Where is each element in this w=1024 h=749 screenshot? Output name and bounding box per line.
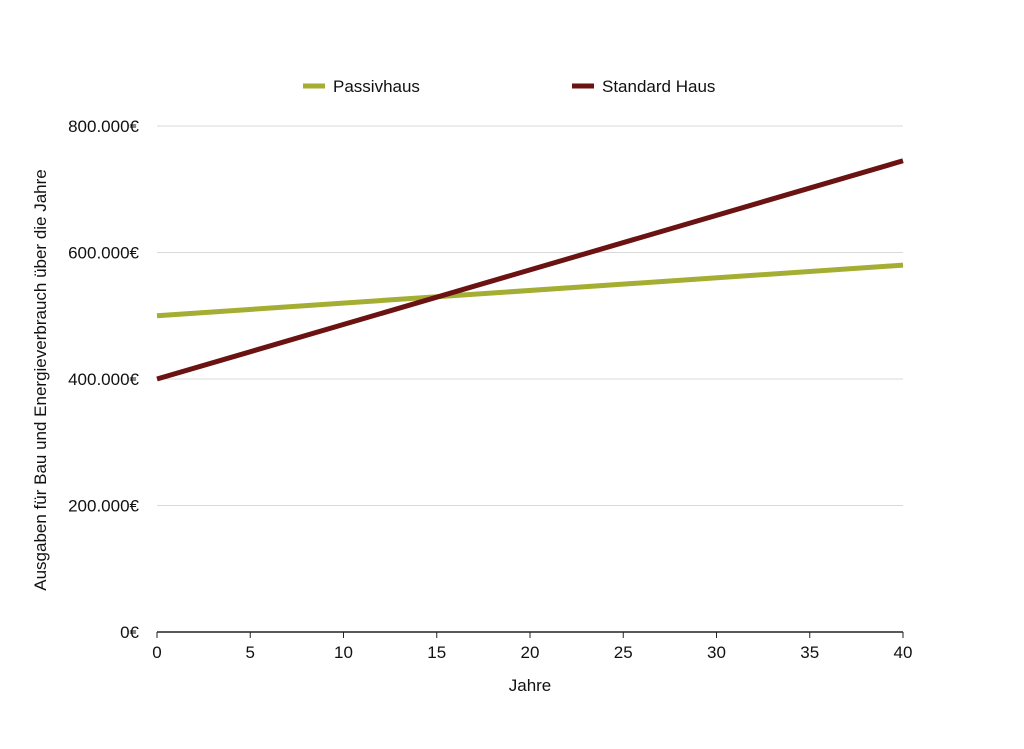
series-line-standard-haus	[156, 158, 904, 382]
y-tick-label: 200.000€	[68, 497, 139, 516]
axes: 0€ 200.000€ 400.000€ 600.000€ 800.000€ 0 5 10 15…	[68, 117, 912, 662]
x-tick-label: 40	[894, 643, 913, 662]
legend: Passivhaus Standard Haus	[303, 77, 715, 96]
gridlines	[157, 125, 903, 506]
x-tick-label: 5	[246, 643, 255, 662]
x-tick-label: 30	[707, 643, 726, 662]
legend-item: Passivhaus	[303, 77, 420, 96]
x-tick-label: 0	[152, 643, 161, 662]
x-tick-label: 20	[521, 643, 540, 662]
y-tick-label: 800.000€	[68, 117, 139, 136]
series-line-passivhaus	[156, 262, 904, 319]
legend-item: Standard Haus	[572, 77, 715, 96]
y-tick-label: 600.000€	[68, 244, 139, 263]
x-tick-label: 15	[427, 643, 446, 662]
legend-label: Passivhaus	[333, 77, 420, 96]
legend-label: Standard Haus	[602, 77, 715, 96]
y-tick-label: 400.000€	[68, 370, 139, 389]
x-tick-label: 10	[334, 643, 353, 662]
series-lines	[156, 158, 904, 382]
y-axis-title: Ausgaben für Bau und Energieverbrauch üb…	[31, 169, 50, 591]
x-tick-label: 25	[614, 643, 633, 662]
x-tick-label: 35	[800, 643, 819, 662]
x-axis-title: Jahre	[509, 676, 552, 695]
y-tick-label: 0€	[120, 623, 139, 642]
